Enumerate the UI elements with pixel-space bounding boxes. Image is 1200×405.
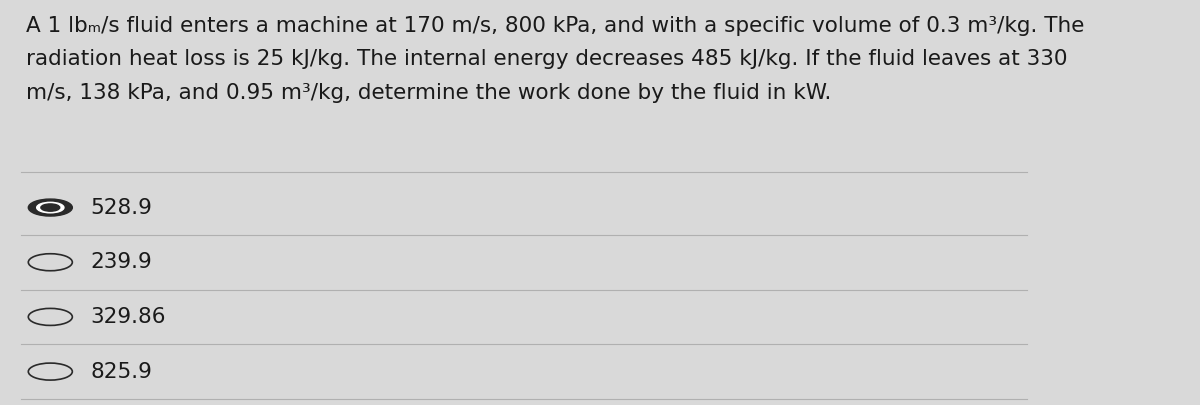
Circle shape: [41, 204, 60, 211]
Text: 239.9: 239.9: [90, 252, 152, 272]
Text: 329.86: 329.86: [90, 307, 166, 327]
Text: 528.9: 528.9: [90, 198, 152, 217]
Text: A 1 lbₘ/s fluid enters a machine at 170 m/s, 800 kPa, and with a specific volume: A 1 lbₘ/s fluid enters a machine at 170 …: [26, 16, 1085, 36]
Circle shape: [37, 202, 64, 213]
Text: radiation heat loss is 25 kJ/kg. The internal energy decreases 485 kJ/kg. If the: radiation heat loss is 25 kJ/kg. The int…: [26, 49, 1068, 69]
Text: m/s, 138 kPa, and 0.95 m³/kg, determine the work done by the fluid in kW.: m/s, 138 kPa, and 0.95 m³/kg, determine …: [26, 83, 832, 102]
Circle shape: [29, 199, 72, 216]
Text: 825.9: 825.9: [90, 362, 152, 382]
